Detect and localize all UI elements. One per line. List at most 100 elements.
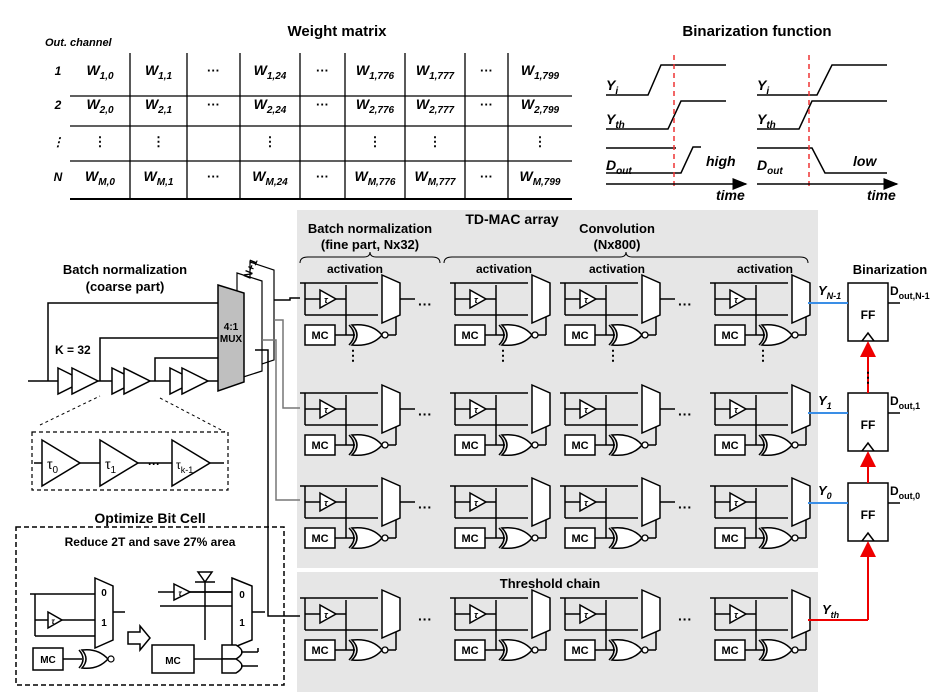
- tap-wire: [154, 357, 218, 381]
- mc-label: MC: [165, 656, 181, 667]
- column-ellipsis: ⋮: [606, 347, 620, 363]
- mux-icon: [791, 588, 811, 640]
- buffer-down-icon: [196, 571, 214, 584]
- tau-buffer-icon: [319, 398, 338, 420]
- tau-buffer-icon: [469, 288, 488, 310]
- matrix-ellipsis: ⋮: [429, 134, 442, 149]
- ff-clock-icon: [861, 531, 875, 542]
- ff-clock-icon: [861, 331, 875, 342]
- xnor-gate-icon: [498, 434, 505, 456]
- xnor-gate-icon: [498, 324, 505, 346]
- matrix-ellipsis: ⋮: [369, 134, 382, 149]
- mux-icon: [531, 383, 551, 435]
- column-ellipsis: ⋮: [756, 347, 770, 363]
- tau-label: τ: [474, 610, 479, 620]
- xnor-gate-icon: [348, 527, 355, 549]
- mc-label: MC: [721, 533, 738, 545]
- matrix-cell-w: WM,776: [354, 168, 395, 188]
- xnor-gate-icon: [350, 433, 383, 457]
- mc-label: MC: [461, 440, 478, 452]
- buffer-icon: [71, 366, 100, 396]
- ff-box: [847, 482, 889, 542]
- bn-coarse-subtitle: (coarse part): [86, 279, 165, 294]
- tau-label: τ: [584, 610, 589, 620]
- low-label: low: [853, 153, 877, 169]
- mux-zero: 0: [239, 590, 245, 601]
- d-output-label: Dout,1: [890, 394, 920, 411]
- y-th-waveform: [606, 100, 726, 130]
- mux-4to1: [217, 283, 245, 393]
- bn-fine-subtitle: (fine part, Nx32): [321, 237, 419, 252]
- matrix-ellipsis: ···: [207, 169, 220, 184]
- out-channel-header: Out. channel: [45, 37, 113, 49]
- xnor-gate-icon: [500, 638, 533, 662]
- tau-label: τ: [324, 405, 329, 415]
- tau-label: τ: [474, 498, 479, 508]
- tau-label: τ: [734, 498, 739, 508]
- xnor-gate-icon: [498, 639, 505, 661]
- xnor-gate-icon: [758, 434, 765, 456]
- xnor-gate-icon: [350, 638, 383, 662]
- matrix-cell-w: W1,24: [254, 62, 287, 82]
- row-label-1: 2: [54, 98, 62, 112]
- tau-buffer-icon: [171, 438, 212, 488]
- xnor-bubble-icon: [791, 441, 799, 449]
- matrix-cell-w: W1,1: [145, 62, 173, 82]
- matrix-ellipsis: ···: [207, 97, 220, 112]
- and-gate-icon: [221, 644, 243, 660]
- mc-label: MC: [40, 655, 56, 666]
- tau-detail-box: [31, 431, 229, 491]
- mc-label: MC: [721, 330, 738, 342]
- matrix-ellipsis: ⋮: [534, 134, 547, 149]
- activation-label-3: activation: [737, 262, 793, 276]
- mc-label: MC: [311, 533, 328, 545]
- xnor-gate-icon: [498, 527, 505, 549]
- optimize-bit-cell-box: [15, 526, 285, 686]
- d-out-label: Dout: [757, 157, 783, 177]
- y-i-waveform: [757, 64, 887, 96]
- mux-icon: [381, 273, 401, 325]
- zoom-line: [39, 395, 101, 426]
- xnor-bubble-icon: [641, 534, 649, 542]
- tau-label: τ: [584, 405, 589, 415]
- d-out-waveform: [606, 146, 701, 174]
- y-th-label: Yth: [606, 111, 625, 131]
- tap-wire: [99, 337, 218, 381]
- tau-buffer-icon: [319, 491, 338, 513]
- tau-label: τ: [178, 589, 182, 598]
- mux-icon: [791, 273, 811, 325]
- mux-label: MUX: [220, 334, 243, 345]
- ff-label: FF: [861, 508, 876, 522]
- buffer-icon: [57, 366, 86, 396]
- tau-label: τ: [324, 498, 329, 508]
- y-output-label: Y0: [818, 483, 832, 501]
- row-ellipsis: ···: [418, 406, 432, 422]
- mux-out-row2: [274, 319, 300, 409]
- row-ellipsis: ···: [678, 499, 692, 515]
- tau-k-1-label: τk-1: [176, 458, 193, 475]
- mc-label: MC: [571, 330, 588, 342]
- tau-buffer-icon: [579, 288, 598, 310]
- optimize-title: Optimize Bit Cell: [94, 510, 205, 526]
- binarization-function-title: Binarization function: [682, 23, 831, 40]
- and-gate-icon: [221, 658, 243, 674]
- matrix-cell-w: W1,777: [416, 62, 455, 82]
- ff-ellipsis: ⋮: [861, 369, 875, 385]
- xnor-bubble-icon: [381, 534, 389, 542]
- tau-buffer-icon: [469, 603, 488, 625]
- row-ellipsis: ···: [418, 499, 432, 515]
- xnor-gate-icon: [80, 648, 110, 670]
- xnor-gate-icon: [760, 323, 793, 347]
- xnor-bubble-icon: [531, 441, 539, 449]
- high-label: high: [706, 153, 736, 169]
- y-i-label: Yi: [757, 77, 769, 97]
- y-th-waveform: [757, 100, 887, 130]
- mux-icon: [641, 476, 661, 528]
- tau-label: τ: [324, 295, 329, 305]
- tau-buffer-icon: [579, 603, 598, 625]
- activation-label-2: activation: [589, 262, 645, 276]
- y-th-output-label: Yth: [822, 602, 840, 620]
- mux-icon: [791, 476, 811, 528]
- mux-icon: [381, 383, 401, 435]
- xnor-gate-icon: [758, 527, 765, 549]
